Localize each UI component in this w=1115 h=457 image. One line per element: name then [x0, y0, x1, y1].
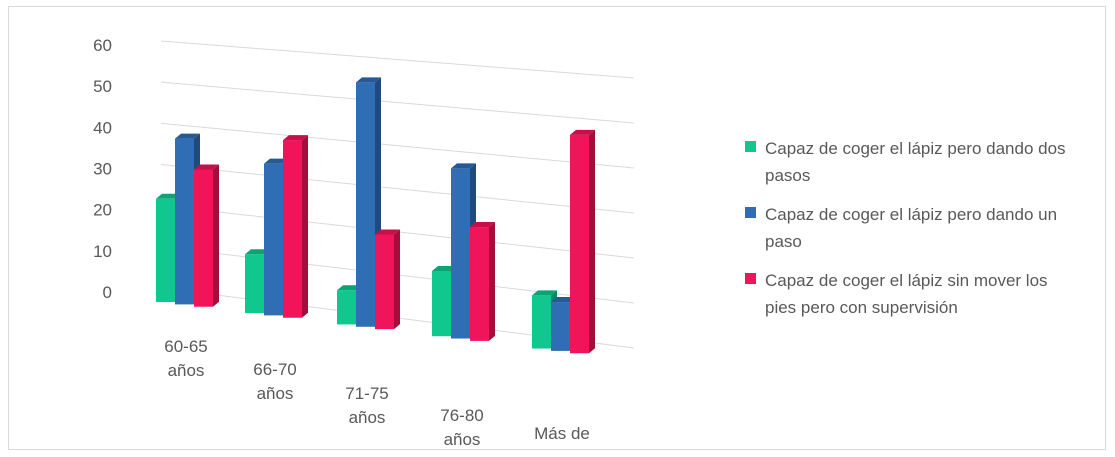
gridline-50: [160, 81, 635, 124]
bar-side-4-2: [589, 129, 595, 354]
bar-3-2: [470, 227, 489, 341]
legend-label-1: Capaz de coger el lápiz pero dando un pa…: [765, 205, 1058, 251]
gridline-30: [160, 164, 635, 214]
bar-top-1-1: [264, 158, 289, 164]
y-tick-40: 40: [93, 118, 112, 137]
x-tick-1-line-0: 66-70: [253, 360, 296, 379]
legend: Capaz de coger el lápiz pero dando dos p…: [745, 135, 1115, 333]
y-tick-30: 30: [93, 160, 112, 179]
bar-top-2-1: [356, 77, 381, 83]
gridline-40: [160, 122, 635, 169]
bar-side-1-2: [302, 135, 308, 318]
bar-1-1: [264, 163, 283, 316]
legend-label-2: Capaz de coger el lápiz sin mover los pi…: [765, 271, 1048, 317]
legend-swatch-2: [745, 273, 756, 284]
bar-4-0: [532, 295, 551, 349]
legend-swatch-1: [745, 207, 756, 218]
legend-item-1: Capaz de coger el lápiz pero dando un pa…: [745, 201, 1115, 255]
x-tick-1-line-1: años: [257, 384, 294, 403]
bar-2-2: [375, 234, 394, 330]
x-tick-2-line-0: 71-75: [345, 384, 388, 403]
bar-2-0: [337, 290, 356, 325]
bar-top-4-1: [551, 297, 576, 303]
bar-3-1: [451, 168, 470, 339]
x-tick-2-line-1: años: [349, 408, 386, 427]
y-tick-60: 60: [93, 36, 112, 55]
bar-side-0-2: [213, 164, 219, 307]
x-tick-0-line-1: años: [168, 361, 205, 380]
x-tick-4-line-1: 80 años: [532, 448, 593, 449]
legend-item-2: Capaz de coger el lápiz sin mover los pi…: [745, 267, 1115, 321]
legend-item-0: Capaz de coger el lápiz pero dando dos p…: [745, 135, 1115, 189]
bar-2-1: [356, 82, 375, 327]
bar-0-0: [156, 198, 175, 303]
bar-1-0: [245, 254, 264, 314]
bar-top-1-2: [283, 135, 308, 141]
x-tick-3: 76-80 años: [440, 406, 483, 449]
y-tick-0: 0: [103, 283, 112, 302]
bar-top-1-0: [245, 249, 270, 255]
y-tick-10: 10: [93, 242, 112, 261]
bar-0-1: [175, 138, 194, 305]
bar-top-4-0: [532, 290, 557, 296]
x-tick-4: Más de 80 años: [532, 424, 593, 449]
gridline-60: [160, 40, 635, 79]
bar-top-2-0: [337, 285, 362, 291]
x-tick-4-line-0: Más de: [534, 424, 590, 443]
bar-1-2: [283, 140, 302, 318]
bar-top-0-1: [175, 133, 200, 139]
x-tick-3-line-1: años: [444, 430, 481, 449]
bar-side-3-2: [489, 222, 495, 341]
bar-top-0-0: [156, 193, 181, 199]
bar-top-3-0: [432, 265, 457, 271]
chart-frame: 0 10 20 30 40 50 60 60-65 años 66-70 años 71-75 años…: [8, 6, 1106, 450]
x-tick-3-line-0: 76-80: [440, 406, 483, 425]
x-tick-0-line-0: 60-65: [164, 337, 207, 356]
bar-4-2: [570, 134, 589, 354]
x-tick-1: 66-70 años: [253, 360, 296, 403]
bar-top-3-2: [470, 222, 495, 228]
x-tick-0: 60-65 años: [164, 337, 207, 380]
y-tick-20: 20: [93, 201, 112, 220]
bar-top-2-2: [375, 229, 400, 235]
bar-4-1: [551, 302, 570, 351]
x-tick-2: 71-75 años: [345, 384, 388, 427]
bar-0-2: [194, 169, 213, 307]
bar-side-2-2: [394, 229, 400, 330]
legend-label-0: Capaz de coger el lápiz pero dando dos p…: [765, 139, 1066, 185]
bar-3-0: [432, 270, 451, 337]
legend-swatch-0: [745, 141, 756, 152]
bar-top-4-2: [570, 129, 595, 135]
bar-top-3-1: [451, 163, 476, 169]
chart-plot: 0 10 20 30 40 50 60 60-65 años 66-70 años 71-75 años…: [93, 36, 635, 449]
bar-top-0-2: [194, 164, 219, 170]
y-tick-50: 50: [93, 77, 112, 96]
